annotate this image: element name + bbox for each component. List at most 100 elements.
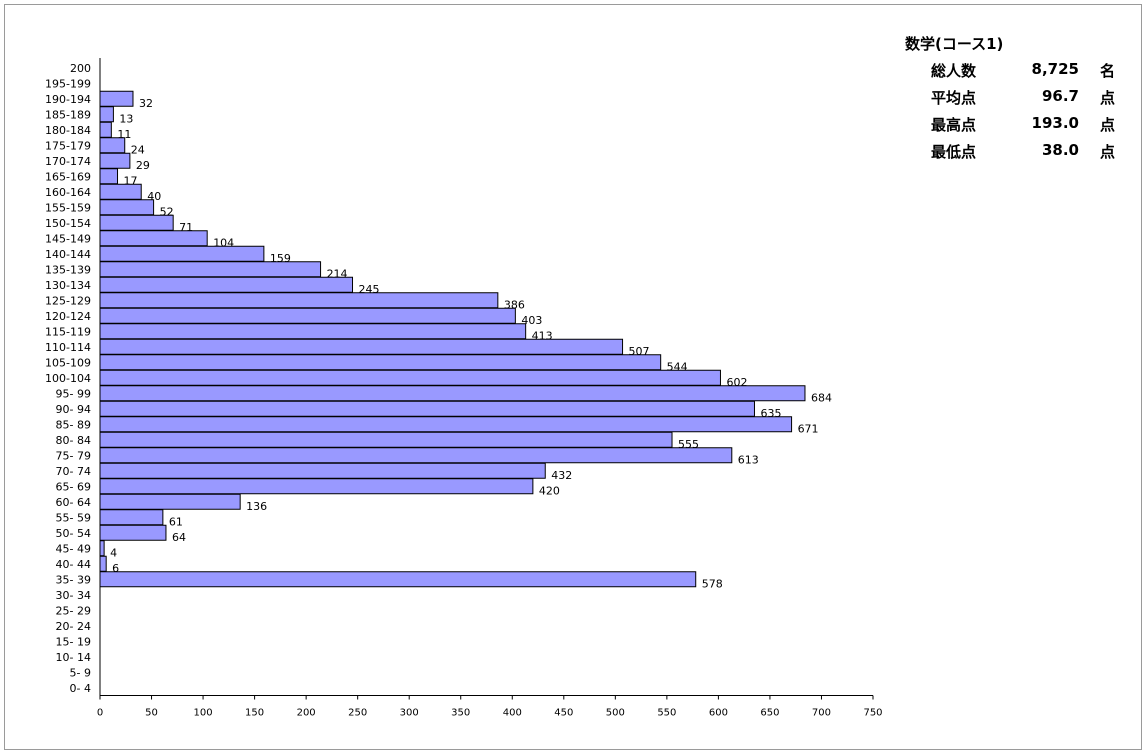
bar xyxy=(99,509,164,526)
category-label: 175-179 xyxy=(45,139,91,152)
category-label: 105-109 xyxy=(45,356,91,369)
bar xyxy=(99,276,354,293)
stats-row-average: 平均点 96.7 点 xyxy=(905,85,1125,112)
data-label: 420 xyxy=(539,484,560,497)
data-label: 13 xyxy=(119,112,133,125)
x-tick-label: 600 xyxy=(709,708,728,719)
category-label: 50- 54 xyxy=(56,527,91,540)
x-tick-label: 500 xyxy=(606,708,625,719)
category-label: 0- 4 xyxy=(70,682,91,695)
category-label: 70- 74 xyxy=(56,465,91,478)
data-label: 32 xyxy=(139,97,153,110)
x-tick-label: 0 xyxy=(97,708,103,719)
x-tick-label: 450 xyxy=(554,708,573,719)
category-label: 195-199 xyxy=(45,77,91,90)
bar xyxy=(99,292,499,309)
stats-value: 38.0 xyxy=(1041,141,1079,159)
stats-row-min: 最低点 38.0 点 xyxy=(905,139,1125,166)
bar xyxy=(99,431,673,448)
stats-label: 総人数 xyxy=(931,62,977,80)
category-label: 65- 69 xyxy=(56,480,91,493)
bar xyxy=(99,555,107,572)
category-label: 150-154 xyxy=(45,217,91,230)
x-tick-label: 700 xyxy=(812,708,831,719)
x-tick-label: 300 xyxy=(400,708,419,719)
category-label: 95- 99 xyxy=(56,387,91,400)
category-label: 165-169 xyxy=(45,170,91,183)
bar xyxy=(99,199,155,216)
category-label: 25- 29 xyxy=(56,604,91,617)
bar xyxy=(99,447,733,464)
data-label: 136 xyxy=(246,500,267,513)
x-tick-label: 650 xyxy=(760,708,779,719)
data-label: 684 xyxy=(811,391,832,404)
bar xyxy=(99,90,134,107)
category-label: 180-184 xyxy=(45,124,91,137)
category-label: 90- 94 xyxy=(56,403,91,416)
bar xyxy=(99,524,167,541)
bar xyxy=(99,478,534,495)
category-label: 185-189 xyxy=(45,108,91,121)
x-tick-label: 250 xyxy=(348,708,367,719)
x-tick-label: 550 xyxy=(657,708,676,719)
x-tick-label: 750 xyxy=(863,708,882,719)
bar xyxy=(99,261,322,278)
category-label: 85- 89 xyxy=(56,418,91,431)
category-label: 140-144 xyxy=(45,248,91,261)
category-label: 5- 9 xyxy=(70,666,91,679)
bar xyxy=(99,571,697,588)
stats-row-total: 総人数 8,725 名 xyxy=(905,58,1125,85)
stats-value: 96.7 xyxy=(1041,87,1079,105)
data-label: 4 xyxy=(110,546,117,559)
bar xyxy=(99,338,624,355)
category-label: 135-139 xyxy=(45,263,91,276)
stats-label: 最高点 xyxy=(931,116,977,134)
stats-title: 数学(コース1) xyxy=(905,35,1004,53)
bar xyxy=(99,493,241,510)
data-label: 24 xyxy=(131,143,145,156)
category-label: 30- 34 xyxy=(56,589,91,602)
category-label: 75- 79 xyxy=(56,449,91,462)
bar xyxy=(99,400,755,417)
bar xyxy=(99,152,131,169)
category-label: 120-124 xyxy=(45,310,91,323)
stats-label: 平均点 xyxy=(931,89,977,107)
bar xyxy=(99,214,174,231)
category-label: 145-149 xyxy=(45,232,91,245)
category-label: 200 xyxy=(70,62,91,75)
category-label: 55- 59 xyxy=(56,511,91,524)
stats-unit: 名 xyxy=(1099,62,1115,80)
category-label: 170-174 xyxy=(45,155,91,168)
bar xyxy=(99,369,721,386)
bar xyxy=(99,230,208,247)
data-label: 432 xyxy=(551,469,572,482)
data-label: 578 xyxy=(702,577,723,590)
stats-panel: 数学(コース1) 総人数 8,725 名 平均点 96.7 点 最高点 193.… xyxy=(905,33,1125,166)
data-label: 64 xyxy=(172,531,186,544)
stats-row-max: 最高点 193.0 点 xyxy=(905,112,1125,139)
category-label: 10- 14 xyxy=(56,651,91,664)
bar xyxy=(99,137,126,154)
bar xyxy=(99,183,142,200)
category-label: 110-114 xyxy=(45,341,91,354)
data-label: 61 xyxy=(169,515,183,528)
category-label: 160-164 xyxy=(45,186,91,199)
data-label: 613 xyxy=(738,453,759,466)
category-label: 60- 64 xyxy=(56,496,91,509)
category-label: 155-159 xyxy=(45,201,91,214)
stats-value: 193.0 xyxy=(1031,114,1079,132)
bar xyxy=(99,462,546,479)
x-tick-label: 150 xyxy=(245,708,264,719)
category-label: 115-119 xyxy=(45,325,91,338)
category-label: 80- 84 xyxy=(56,434,91,447)
bar xyxy=(99,416,793,433)
stats-unit: 点 xyxy=(1099,116,1115,134)
bar xyxy=(99,540,105,557)
x-tick-label: 50 xyxy=(145,708,158,719)
category-label: 35- 39 xyxy=(56,573,91,586)
data-label: 671 xyxy=(798,422,819,435)
x-tick-label: 200 xyxy=(297,708,316,719)
bar xyxy=(99,307,516,324)
bar xyxy=(99,323,527,340)
